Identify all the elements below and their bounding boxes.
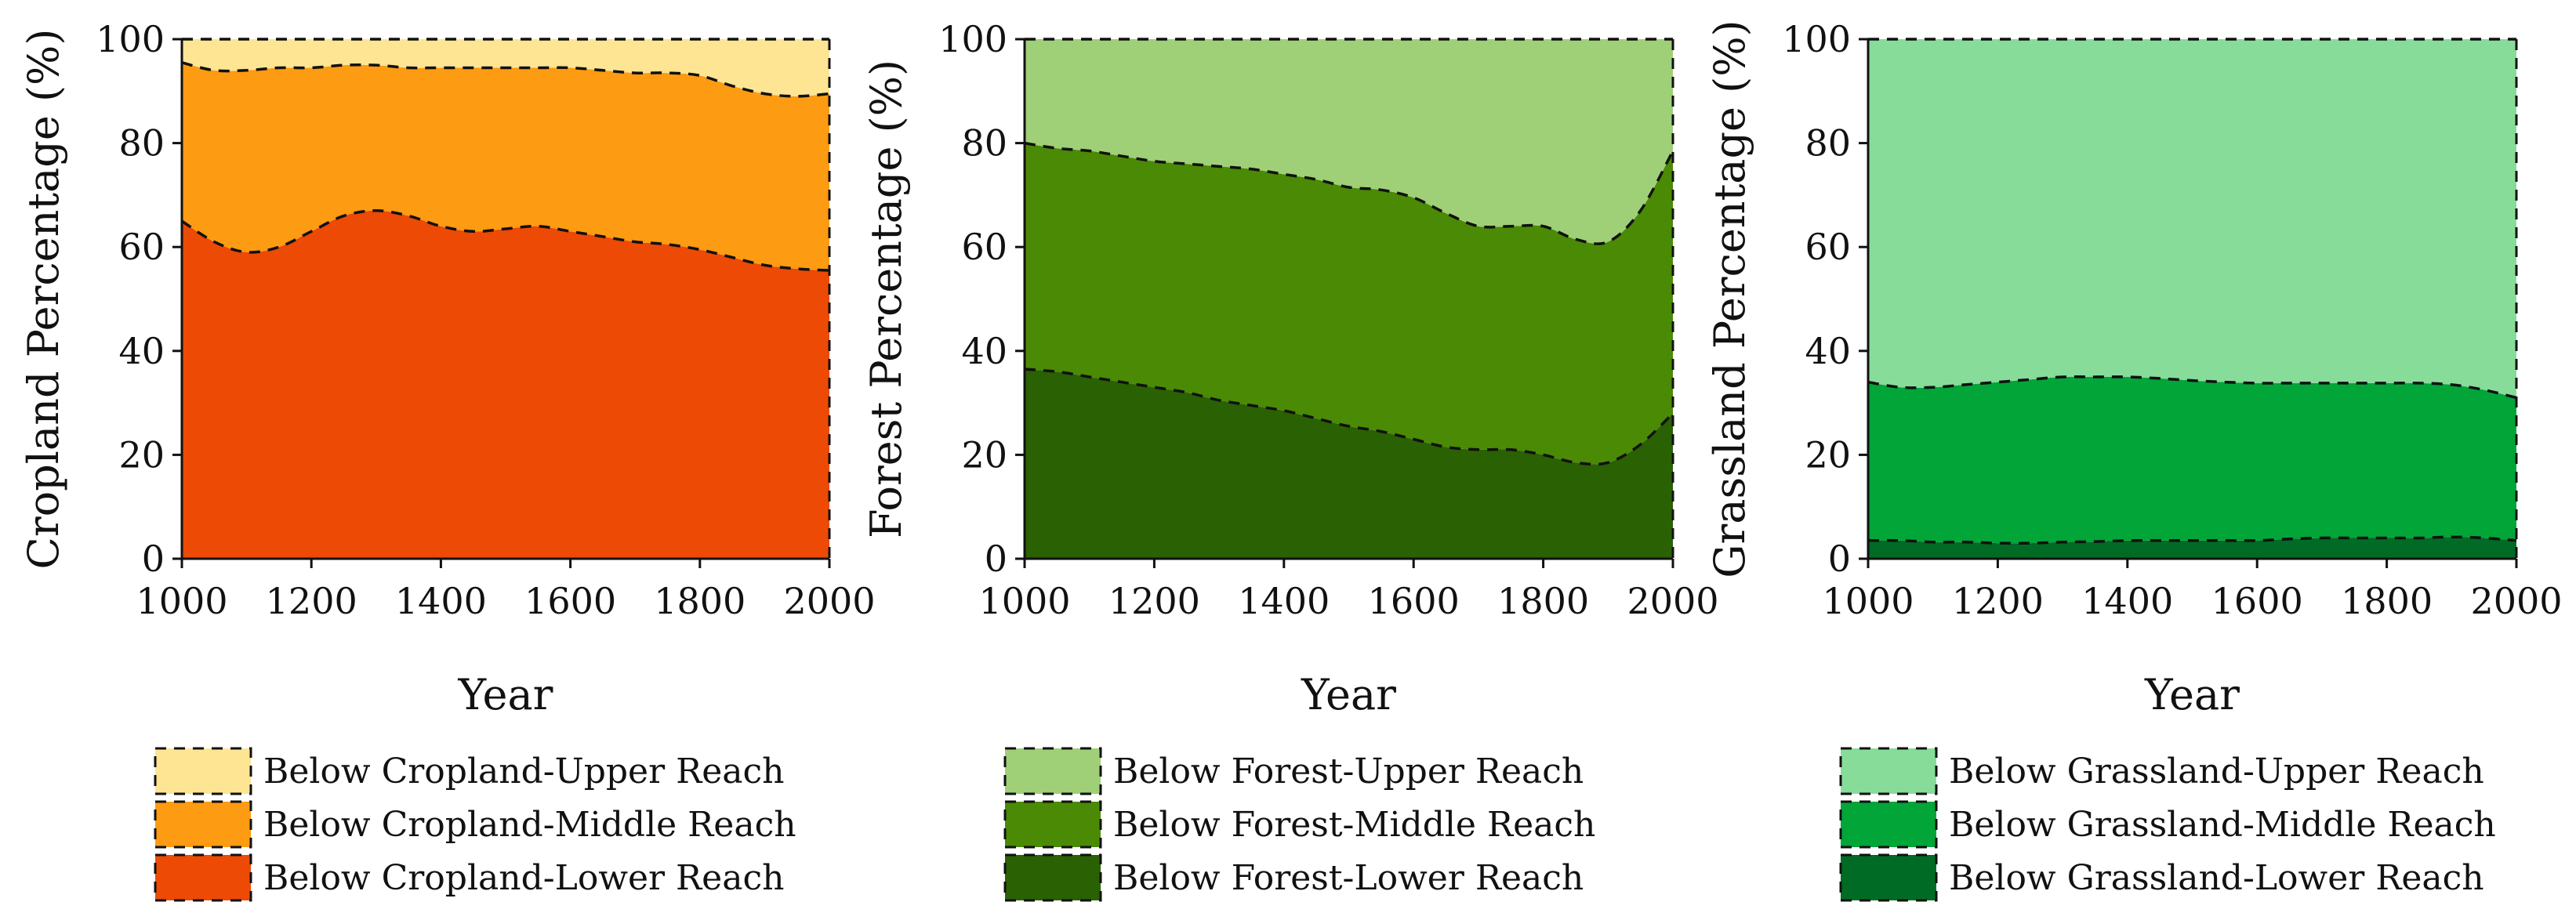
series-boundary-line-2 — [1867, 375, 2517, 400]
x-tick-label: 1800 — [2341, 580, 2433, 622]
area-below-grassland-lower-reach — [1868, 537, 2516, 559]
y-tick-label: 60 — [118, 226, 165, 268]
legend-label: Below Cropland-Middle Reach — [263, 805, 796, 845]
y-tick-label: 100 — [1782, 18, 1851, 60]
y-tick-label: 80 — [961, 122, 1007, 165]
area-below-grassland-upper-reach — [1868, 39, 2516, 398]
series-boundary-line-2 — [1024, 141, 1674, 245]
series-boundary-line-1 — [1867, 535, 2517, 545]
legend-label: Below Grassland-Upper Reach — [1949, 752, 2484, 791]
legend-label: Below Cropland-Lower Reach — [263, 858, 784, 898]
x-tick-label: 1200 — [266, 580, 357, 622]
y-axis-title: Grassland Percentage (%) — [1705, 20, 1754, 578]
legend-swatch — [1839, 853, 1938, 902]
x-tick-label: 1600 — [2211, 580, 2303, 622]
legend-label: Below Grassland-Middle Reach — [1949, 805, 2496, 845]
legend-label: Below Forest-Upper Reach — [1113, 752, 1584, 791]
legend-label: Below Forest-Middle Reach — [1113, 805, 1595, 845]
series-boundary-line-1 — [181, 209, 830, 272]
x-tick-label: 1600 — [1368, 580, 1460, 622]
x-tick-label: 1200 — [1108, 580, 1200, 622]
legend-label: Below Grassland-Lower Reach — [1949, 858, 2484, 898]
legend-swatch — [1003, 853, 1102, 902]
x-tick-label: 2000 — [783, 580, 875, 622]
x-tick-label: 1400 — [395, 580, 487, 622]
area-below-cropland-middle-reach — [182, 62, 829, 271]
y-tick-label: 40 — [1805, 330, 1851, 372]
y-tick-label: 40 — [961, 330, 1007, 372]
y-axis-title: Forest Percentage (%) — [862, 60, 911, 538]
legend-label: Below Forest-Lower Reach — [1113, 858, 1584, 898]
y-tick-label: 20 — [1805, 433, 1851, 476]
y-axis-title: Cropland Percentage (%) — [19, 29, 68, 570]
y-tick-label: 80 — [1805, 122, 1851, 165]
chart-panel-2: 0 20 40 60 80 100 1000 1200 1400 1600 1800 2000 Year… — [862, 18, 1719, 902]
legend-label: Below Cropland-Upper Reach — [263, 752, 784, 791]
x-axis-title: Year — [2144, 670, 2240, 719]
y-tick-label: 60 — [1805, 226, 1851, 268]
legend-1: Below Cropland-Upper Reach Below Cropland… — [154, 747, 796, 902]
y-tick-label: 40 — [118, 330, 165, 372]
x-tick-label: 1200 — [1952, 580, 2044, 622]
chart-panel-1: 0 20 40 60 80 100 1000 1200 1400 1600 1800 2000 Year… — [19, 18, 876, 902]
x-axis-title: Year — [1301, 670, 1396, 719]
x-tick-label: 2000 — [2470, 580, 2562, 622]
series-boundary-line-2 — [181, 61, 830, 98]
area-below-forest-lower-reach — [1025, 369, 1673, 559]
x-tick-label: 1600 — [524, 580, 616, 622]
legend-swatch — [154, 747, 252, 795]
x-tick-label: 1400 — [1238, 580, 1330, 622]
series-boundary-line-1 — [1024, 368, 1674, 466]
x-axis-title: Year — [458, 670, 553, 719]
legend-swatch — [1839, 747, 1938, 795]
legend-2: Below Forest-Upper Reach Below Forest-Mid… — [1003, 747, 1595, 902]
area-below-cropland-lower-reach — [182, 210, 829, 559]
y-tick-label: 60 — [961, 226, 1007, 268]
x-tick-label: 1000 — [1822, 580, 1914, 622]
legend-swatch — [1003, 800, 1102, 849]
x-tick-label: 1800 — [654, 580, 746, 622]
x-tick-label: 1400 — [2081, 580, 2173, 622]
area-below-grassland-middle-reach — [1868, 376, 2516, 544]
chart-panel-3: 0 20 40 60 80 100 1000 1200 1400 1600 1800 2000 Year… — [1705, 18, 2563, 902]
x-tick-label: 1800 — [1497, 580, 1589, 622]
x-tick-label: 1000 — [136, 580, 227, 622]
area-below-forest-upper-reach — [1025, 39, 1673, 244]
legend-swatch — [1003, 747, 1102, 795]
y-tick-label: 100 — [96, 18, 165, 60]
y-tick-label: 0 — [985, 538, 1007, 580]
y-tick-label: 20 — [118, 433, 165, 476]
y-tick-label: 0 — [142, 538, 165, 580]
area-below-forest-middle-reach — [1025, 143, 1673, 465]
legend-3: Below Grassland-Upper Reach Below Grassla… — [1839, 747, 2496, 902]
legend-swatch — [154, 853, 252, 902]
y-tick-label: 0 — [1828, 538, 1851, 580]
x-tick-label: 2000 — [1627, 580, 1718, 622]
y-tick-label: 20 — [961, 433, 1007, 476]
x-tick-label: 1000 — [978, 580, 1070, 622]
y-tick-label: 80 — [118, 122, 165, 165]
legend-swatch — [1839, 800, 1938, 849]
legend-swatch — [154, 800, 252, 849]
y-tick-label: 100 — [938, 18, 1007, 60]
